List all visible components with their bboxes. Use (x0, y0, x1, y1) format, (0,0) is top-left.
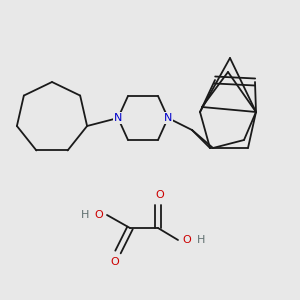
Text: H: H (81, 210, 89, 220)
Text: N: N (164, 113, 172, 123)
Text: H: H (197, 235, 205, 245)
Text: O: O (156, 190, 164, 200)
Text: O: O (94, 210, 103, 220)
Text: O: O (183, 235, 191, 245)
Text: O: O (111, 257, 119, 267)
Text: N: N (114, 113, 122, 123)
